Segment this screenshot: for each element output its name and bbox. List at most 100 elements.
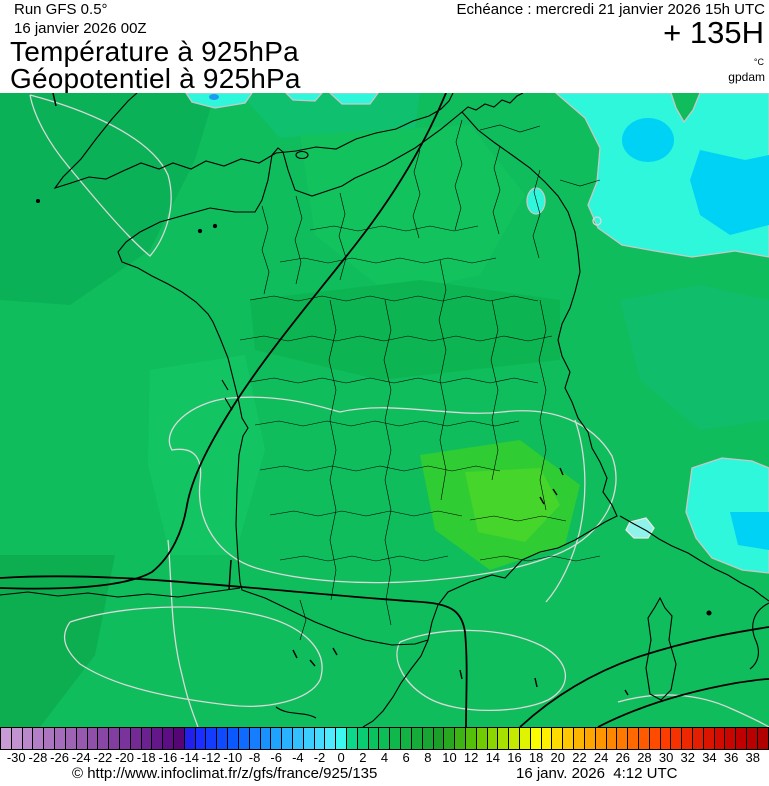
colorbar-cell: [97, 728, 109, 749]
spain-north-coastline: [0, 587, 241, 598]
colorbar-tick-label: 30: [658, 750, 674, 765]
spain-med-coastline: [362, 639, 429, 728]
colorbar-cell: [497, 728, 509, 749]
colorbar-cell: [140, 728, 152, 749]
colorbar-cell: [1, 728, 11, 749]
colorbar-cell: [389, 728, 401, 749]
colorbar-cell: [475, 728, 487, 749]
cold-air-areas: [184, 92, 769, 574]
colorbar-tick-label: 14: [485, 750, 501, 765]
colorbar-cell: [746, 728, 757, 749]
colorbar-tick-label: 16: [507, 750, 522, 765]
temperature-unit-label: °C: [753, 57, 764, 67]
relief-marks: [292, 467, 629, 696]
scilly-isles: [35, 198, 41, 204]
colorbar-cell: [627, 728, 638, 749]
colorbar-tick-label: -2: [313, 750, 326, 765]
temperature-fill-layer: [0, 93, 769, 727]
colorbar-cell: [216, 728, 228, 749]
colorbar-tick-label: 10: [442, 750, 457, 765]
colorbar-cell: [291, 728, 303, 749]
colorbar-tick-label: 24: [593, 750, 609, 765]
colorbar-tick-label: 26: [615, 750, 631, 765]
colorbar-tick-label: -20: [115, 750, 134, 765]
department-borders: [239, 119, 601, 641]
italy-coastline: [619, 515, 769, 602]
weather-map: [0, 92, 769, 728]
map-title-geopotential: Géopotentiel à 925hPa: [10, 63, 301, 94]
colorbar-tick-label: -12: [201, 750, 221, 765]
ile-oleron: [224, 397, 233, 411]
colorbar-tick-label: -6: [270, 750, 282, 765]
colorbar-cell: [324, 728, 336, 749]
colorbar-cell: [637, 728, 649, 749]
colorbar-cell: [335, 728, 346, 749]
geopotential-unit-label: gpdam: [728, 70, 765, 84]
colorbar-cell: [410, 728, 422, 749]
colorbar-cell: [681, 728, 692, 749]
colorbar-cell: [735, 728, 747, 749]
colorbar-cell: [108, 728, 119, 749]
colorbar-cell: [346, 728, 357, 749]
channel-island: [212, 223, 218, 229]
weather-map-canvas: [0, 92, 769, 728]
colorbar-tick-label: 6: [402, 750, 410, 765]
england-coastline: [53, 92, 454, 190]
temperature-isolines: [29, 94, 769, 728]
colorbar-cell: [421, 728, 433, 749]
geopotential-contours: [0, 92, 769, 728]
colorbar-cell: [551, 728, 563, 749]
colorbar-tick-label: 22: [572, 750, 587, 765]
colorbar-cell: [724, 728, 736, 749]
colorbar-cell: [64, 728, 76, 749]
colorbar-cell: [32, 728, 44, 749]
colorbar-cell: [194, 728, 206, 749]
colorbar-cell: [248, 728, 260, 749]
colorbar-tick-label: 32: [680, 750, 695, 765]
colorbar-tick-label: -10: [223, 750, 243, 765]
colorbar-cell: [43, 728, 55, 749]
colorbar-cell: [259, 728, 271, 749]
colorbar-cell: [540, 728, 552, 749]
colorbar-cell: [173, 728, 184, 749]
tuscany-coastline: [749, 602, 769, 670]
model-init-date: 16 janvier 2026 00Z: [14, 20, 147, 37]
colorbar-cell: [713, 728, 725, 749]
colorbar-cell: [594, 728, 606, 749]
forecast-offset-label: + 135H: [663, 15, 764, 50]
colorbar-cell: [21, 728, 33, 749]
colorbar-tick-label: 12: [463, 750, 479, 765]
colorbar-cell: [237, 728, 249, 749]
colorbar-cell: [605, 728, 617, 749]
coastlines: [0, 92, 769, 728]
colorbar-cell: [183, 728, 195, 749]
colorbar-cell: [443, 728, 455, 749]
colorbar-tick-label: -18: [136, 750, 156, 765]
colorbar-cell: [648, 728, 660, 749]
colorbar-cell: [270, 728, 282, 749]
colorbar-cell: [562, 728, 574, 749]
colorbar-cell: [529, 728, 541, 749]
colorbar-cell: [454, 728, 465, 749]
colorbar-cell: [227, 728, 238, 749]
colorbar-labels: -30 -28 -26 -24 -22 -20 -18 -16 -14 -12 -10 -8 -6 -4-…: [0, 750, 769, 766]
colorbar-tick-label: -8: [248, 750, 261, 765]
colorbar-tick-label: 36: [723, 750, 739, 765]
colorbar-tick-label: -26: [50, 750, 69, 765]
colorbar-cell: [464, 728, 476, 749]
belgium-coastline: [461, 92, 524, 113]
colorbar-cell: [670, 728, 682, 749]
colorbar-cell: [616, 728, 628, 749]
colorbar-cell: [86, 728, 98, 749]
colorbar-tick-label: -14: [180, 750, 199, 765]
model-run-label: Run GFS 0.5°: [14, 1, 108, 18]
colorbar: [0, 727, 769, 750]
colorbar-tick-label: -16: [158, 750, 178, 765]
colorbar-cell: [508, 728, 519, 749]
colorbar-tick-label: -22: [93, 750, 113, 765]
colorbar-cell: [659, 728, 671, 749]
colorbar-tick-label: -30: [6, 750, 26, 765]
corsica-coastline: [645, 596, 677, 701]
colorbar-cell: [302, 728, 314, 749]
colorbar-cell: [486, 728, 498, 749]
